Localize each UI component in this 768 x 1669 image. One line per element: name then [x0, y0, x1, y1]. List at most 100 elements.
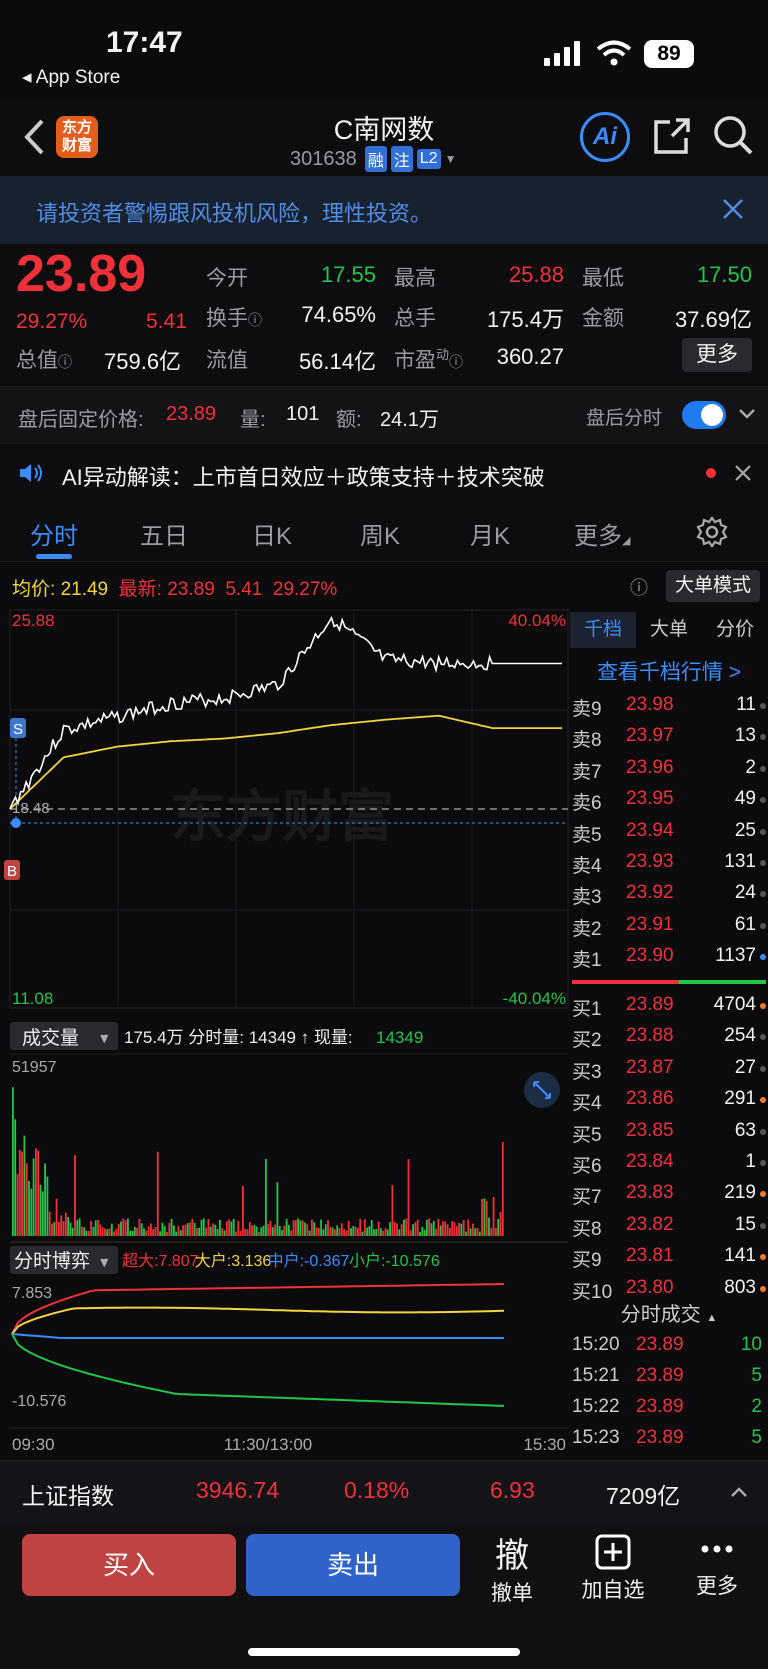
ask-2-row[interactable]: 卖2 23.91 61	[570, 910, 768, 940]
close-ai-icon[interactable]	[734, 464, 752, 487]
volume-bar	[315, 1227, 318, 1236]
volume-bar	[430, 1223, 433, 1236]
ask-9-row[interactable]: 卖9 23.98 11	[570, 690, 768, 720]
chevron-up-icon[interactable]	[730, 1485, 748, 1503]
ask-4-row[interactable]: 卖4 23.93 131	[570, 847, 768, 877]
volume-bar	[449, 1228, 451, 1236]
bid-8-row[interactable]: 买8 23.82 15	[570, 1210, 768, 1240]
book-tab-price[interactable]: 分价	[715, 619, 754, 640]
volume-bar	[338, 1228, 341, 1236]
book-tab-big[interactable]: 大单	[649, 619, 688, 640]
tab-intraday[interactable]: 分时	[30, 523, 78, 550]
ask-6-volume: 49	[734, 788, 756, 810]
bid-6-row[interactable]: 买6 23.84 1	[570, 1147, 768, 1177]
bid-1-row[interactable]: 买1 23.89 4704	[570, 990, 768, 1020]
search-icon[interactable]	[712, 114, 754, 161]
game-selector-label: 分时博弈	[14, 1250, 90, 1272]
volume-bar	[124, 1220, 127, 1236]
ai-button[interactable]: Ai	[580, 112, 630, 162]
volume-bar	[41, 1191, 44, 1236]
after-price: 23.89	[166, 403, 217, 425]
tab-5day[interactable]: 五日	[140, 523, 188, 550]
volume-bar	[156, 1151, 159, 1236]
tab-daily-k[interactable]: 日K	[252, 523, 293, 550]
settings-gear-icon[interactable]	[696, 516, 728, 553]
chevron-down-icon[interactable]	[738, 407, 756, 425]
volume-bar	[267, 1224, 270, 1236]
bid-5-label: 买5	[572, 1124, 602, 1146]
bid-4-row[interactable]: 买4 23.86 291	[570, 1084, 768, 1114]
volume-bar	[147, 1226, 150, 1236]
ask-7-row[interactable]: 卖7 23.96 2	[570, 753, 768, 783]
bid-7-price: 23.83	[626, 1182, 674, 1204]
label-high: 最高	[394, 267, 436, 290]
volume-bar	[276, 1182, 279, 1236]
volume-bar	[294, 1219, 297, 1236]
tab-weekly-k[interactable]: 周K	[360, 523, 401, 550]
volume-bar	[271, 1227, 274, 1236]
volume-bar	[391, 1185, 394, 1236]
ask-3-row[interactable]: 卖3 23.92 24	[570, 878, 768, 908]
sell-button[interactable]: 卖出	[246, 1534, 460, 1596]
trade-time: 15:23	[572, 1427, 620, 1448]
volume-bar	[32, 1158, 35, 1236]
volume-bar	[120, 1221, 122, 1236]
info-icon[interactable]: ⓘ	[248, 312, 262, 328]
volume-selector-label: 成交量	[22, 1027, 79, 1049]
help-icon[interactable]: ⓘ	[630, 578, 648, 598]
volume-selector-bg	[10, 1022, 118, 1050]
volume-bar	[182, 1225, 184, 1236]
more-button[interactable]: 更多	[682, 338, 752, 372]
back-chevron-icon[interactable]	[22, 118, 46, 161]
volume-bar	[329, 1227, 332, 1236]
ask-1-row[interactable]: 卖1 23.90 1137	[570, 941, 768, 971]
order-dot	[760, 1160, 766, 1166]
tab-more[interactable]: 更多◢	[574, 523, 631, 550]
bid-5-row[interactable]: 买5 23.85 63	[570, 1116, 768, 1146]
ask-1-label: 卖1	[572, 950, 602, 972]
trade-volume: 5	[751, 1427, 762, 1448]
ask-5-row[interactable]: 卖5 23.94 25	[570, 816, 768, 846]
volume-bar	[237, 1220, 240, 1236]
bid-2-row[interactable]: 买2 23.88 254	[570, 1021, 768, 1051]
quote-panel: 23.89 29.27% 5.41 总值ⓘ 759.6亿 今开 17.55 最高…	[0, 244, 768, 386]
volume-bar	[69, 1222, 72, 1236]
bid-9-row[interactable]: 买9 23.81 141	[570, 1241, 768, 1271]
stock-code-row[interactable]: 301638 融 注 L2 ▼	[290, 146, 456, 172]
index-bar[interactable]: 上证指数 3946.74 0.18% 6.93 7209亿	[0, 1460, 768, 1524]
bid-3-label: 买3	[572, 1061, 602, 1083]
volume-bar	[253, 1224, 256, 1236]
more-actions-button[interactable]: 更多	[682, 1534, 752, 1600]
ask-6-row[interactable]: 卖6 23.95 49	[570, 784, 768, 814]
info-icon[interactable]: ⓘ	[449, 354, 464, 370]
tab-monthly-k[interactable]: 月K	[470, 523, 511, 550]
ai-insight-bar[interactable]: AI异动解读：上市首日效应＋政策支持＋技术突破	[0, 444, 768, 502]
bid-6-label: 买6	[572, 1156, 602, 1177]
depth-link[interactable]: 查看千档行情 >	[596, 661, 742, 684]
bid-10-row[interactable]: 买10 23.80 803	[570, 1273, 768, 1303]
volume-bar	[320, 1219, 322, 1236]
ask-8-volume: 13	[734, 725, 756, 747]
book-tab-depth[interactable]: 千档	[570, 612, 636, 648]
add-watchlist-button[interactable]: 加自选	[578, 1534, 648, 1604]
intraday-chart[interactable]: 东方财富 25.88 40.04% 11.08 -40.04% 18.48 S B 成交量 ▼ 17…	[0, 606, 570, 1456]
chevron-down-icon: ▼	[100, 1032, 109, 1045]
value-low: 17.50	[696, 262, 752, 287]
trade-price: 23.89	[636, 1396, 684, 1417]
ask-8-row[interactable]: 卖8 23.97 13	[570, 721, 768, 751]
big-order-mode-button[interactable]: 大单模式	[666, 570, 760, 602]
cancel-order-button[interactable]: 撤 撤单	[480, 1528, 544, 1607]
share-icon[interactable]	[652, 116, 692, 161]
buy-button[interactable]: 买入	[22, 1534, 236, 1596]
bid-4-volume: 291	[724, 1088, 756, 1110]
bid-3-row[interactable]: 买3 23.87 27	[570, 1053, 768, 1083]
back-to-app-link[interactable]: ◂ App Store	[22, 67, 121, 88]
after-hours-toggle[interactable]	[682, 401, 726, 429]
order-dot	[760, 1003, 766, 1009]
volume-bar	[444, 1221, 447, 1236]
trades-title[interactable]: 分时成交 ▲	[620, 1304, 718, 1326]
volume-bar	[258, 1231, 260, 1236]
close-banner-icon[interactable]	[722, 198, 744, 225]
bid-7-row[interactable]: 买7 23.83 219	[570, 1178, 768, 1208]
info-icon[interactable]: ⓘ	[58, 354, 72, 370]
